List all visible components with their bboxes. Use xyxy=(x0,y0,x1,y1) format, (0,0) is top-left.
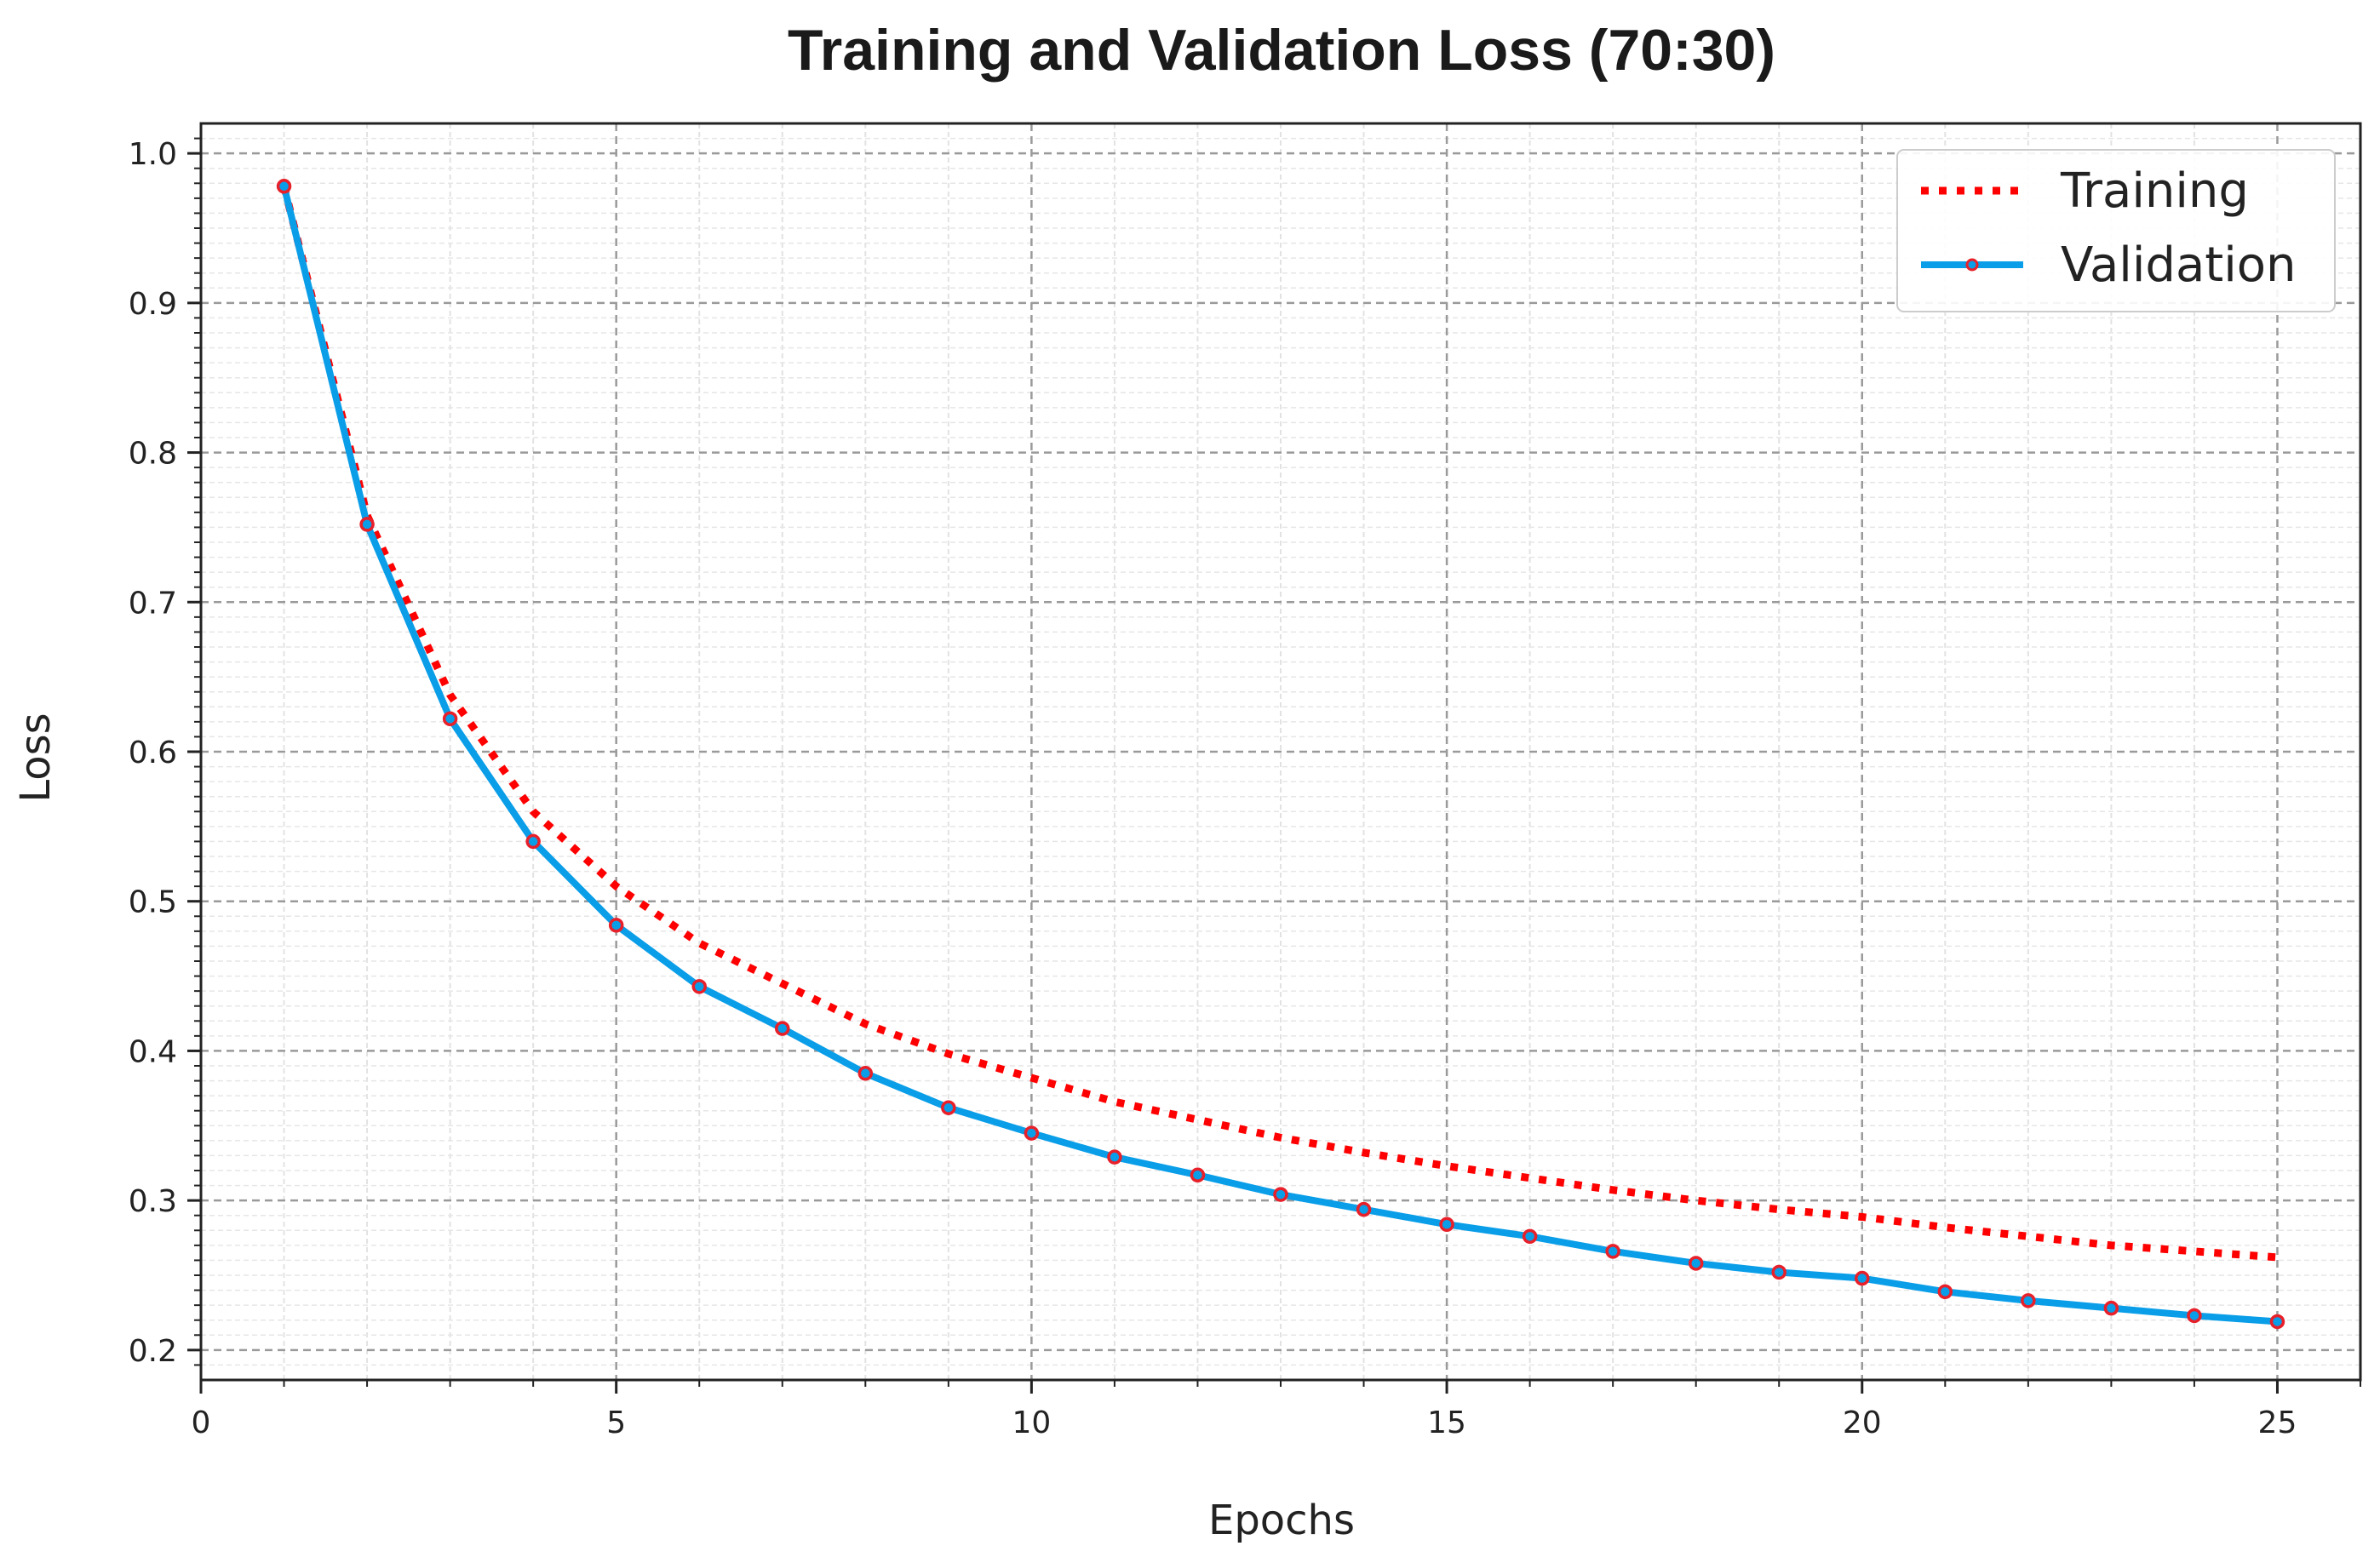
validation-point xyxy=(1522,1228,1538,1245)
y-axis-label: Loss xyxy=(12,713,60,802)
validation-point xyxy=(691,979,707,994)
validation-point xyxy=(1605,1244,1620,1259)
validation-point xyxy=(1356,1201,1372,1217)
validation-point xyxy=(1107,1149,1122,1165)
legend-validation-marker xyxy=(1965,258,1979,272)
major-grid xyxy=(201,123,2360,1380)
validation-point xyxy=(2187,1308,2202,1324)
x-tick-label: 25 xyxy=(2258,1406,2297,1440)
y-tick-label: 1.0 xyxy=(129,137,177,172)
validation-point xyxy=(1937,1284,1953,1300)
validation-point xyxy=(941,1100,956,1115)
y-tick-label: 0.2 xyxy=(129,1334,177,1369)
training-loss-line xyxy=(280,185,2278,1262)
x-tick-label: 10 xyxy=(1012,1406,1051,1440)
chart-title: Training and Validation Loss (70:30) xyxy=(788,18,1775,83)
validation-point xyxy=(2021,1293,2036,1308)
validation-point xyxy=(775,1021,790,1036)
validation-point xyxy=(1190,1167,1206,1183)
series-layer xyxy=(276,179,2285,1330)
validation-point xyxy=(442,711,458,727)
validation-point xyxy=(1024,1125,1040,1141)
x-tick-label: 0 xyxy=(192,1406,211,1440)
y-tick-label: 0.7 xyxy=(129,586,177,621)
legend: Training Validation xyxy=(1896,149,2336,312)
x-tick-labels: 0 5 10 15 20 25 xyxy=(192,1406,2297,1440)
legend-training-label: Training xyxy=(2060,163,2249,219)
validation-point xyxy=(1771,1264,1786,1280)
validation-point xyxy=(1855,1270,1870,1286)
validation-point xyxy=(2103,1300,2119,1316)
legend-box xyxy=(1896,149,2336,312)
y-tick-label: 0.9 xyxy=(129,287,177,322)
axis-ticks xyxy=(187,137,2361,1394)
validation-point xyxy=(608,918,624,933)
y-tick-label: 0.6 xyxy=(129,736,177,770)
y-tick-label: 0.4 xyxy=(129,1034,177,1069)
y-tick-label: 0.3 xyxy=(129,1184,177,1219)
y-tick-label: 0.5 xyxy=(129,885,177,920)
validation-point xyxy=(525,833,541,850)
validation-point xyxy=(1688,1256,1704,1271)
y-tick-labels: 0.2 0.3 0.4 0.5 0.6 0.7 0.8 0.9 1.0 xyxy=(129,137,177,1369)
validation-point xyxy=(276,179,292,194)
validation-point xyxy=(857,1066,874,1081)
x-tick-label: 5 xyxy=(606,1406,626,1440)
x-tick-label: 20 xyxy=(1843,1406,1882,1440)
x-axis-label: Epochs xyxy=(1208,1497,1355,1544)
x-tick-label: 15 xyxy=(1427,1406,1466,1440)
legend-validation-label: Validation xyxy=(2061,238,2297,293)
validation-point xyxy=(1273,1187,1288,1202)
y-tick-label: 0.8 xyxy=(129,437,177,472)
validation-point xyxy=(2269,1314,2285,1330)
validation-point xyxy=(359,517,375,532)
validation-point xyxy=(1439,1217,1454,1233)
